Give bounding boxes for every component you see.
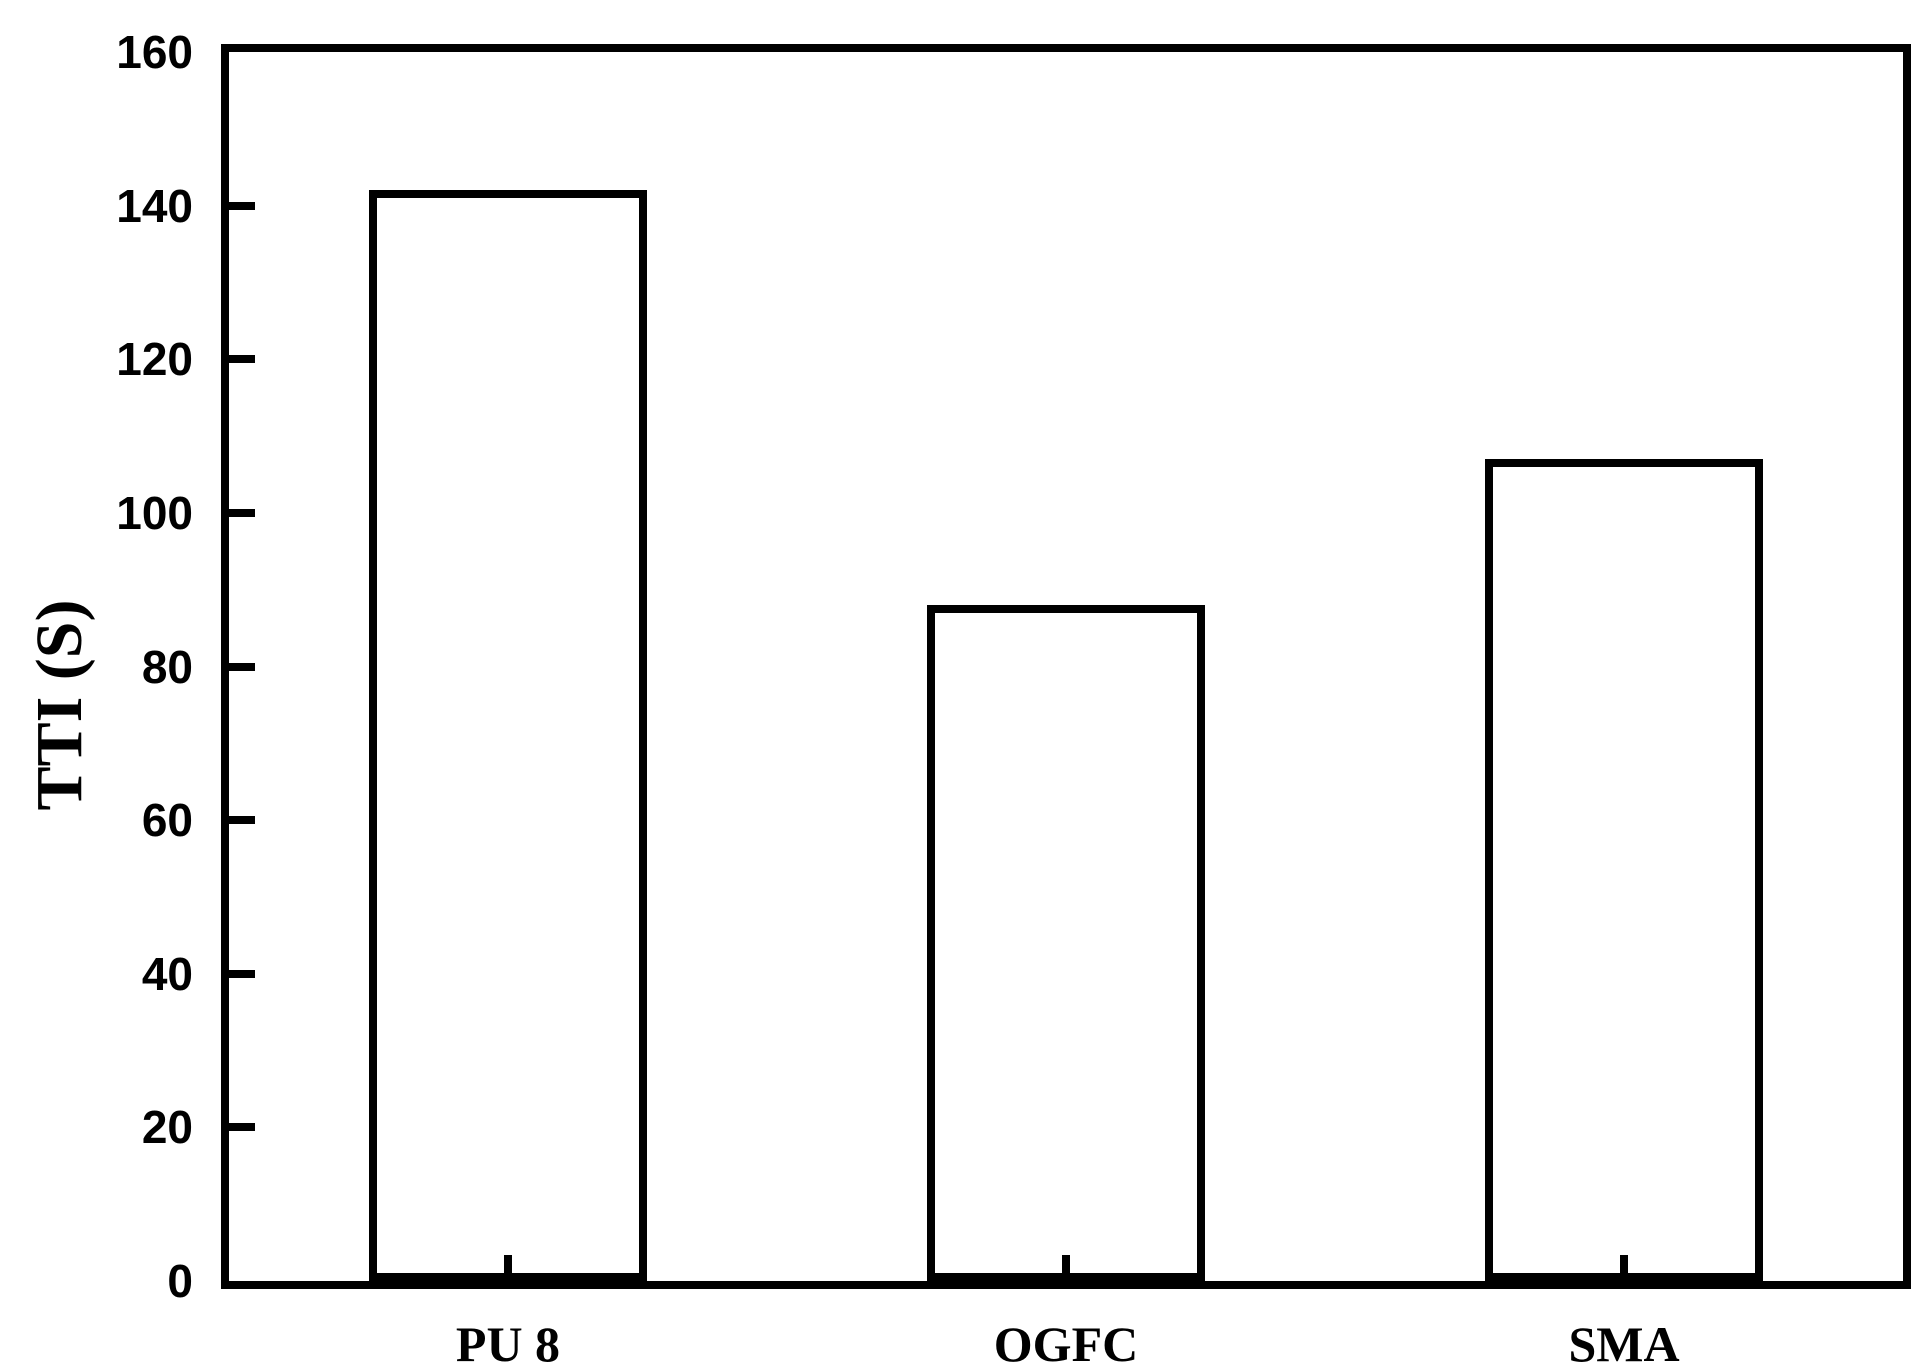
x-category-label: OGFC — [993, 1316, 1139, 1367]
y-axis-tick-label: 0 — [167, 1255, 193, 1307]
y-axis-tick-label: 20 — [141, 1101, 193, 1154]
y-axis-tick — [229, 969, 255, 978]
bar-pu-8 — [368, 190, 647, 1281]
y-axis-tick — [229, 201, 255, 210]
y-axis-tick — [229, 816, 255, 825]
y-axis-tick — [229, 1123, 255, 1132]
x-axis-tick — [1620, 1255, 1628, 1281]
y-axis-tick-label: 160 — [116, 26, 193, 78]
plot-area: 0 20 40 60 80 100 120 140 160 PU 8 OGFC SMA — [116, 26, 1911, 1367]
y-axis-tick — [229, 508, 255, 517]
x-category-label: SMA — [1568, 1316, 1680, 1367]
x-axis-tick — [503, 1255, 512, 1281]
x-category-label: PU 8 — [455, 1316, 561, 1367]
y-axis-tick-label: 140 — [116, 179, 193, 232]
y-axis-title: TTI (S) — [23, 599, 96, 811]
y-axis-tick-label: 40 — [141, 947, 193, 1000]
x-axis-tick — [1062, 1255, 1070, 1281]
y-axis-tick-label: 60 — [141, 794, 193, 847]
y-axis-tick-label: 80 — [141, 640, 193, 693]
y-axis-tick-label: 120 — [116, 333, 193, 386]
y-axis-tick — [229, 355, 255, 364]
y-axis-tick — [229, 662, 255, 671]
bar-ogfc — [927, 605, 1205, 1281]
y-axis-tick-label: 100 — [116, 486, 193, 539]
bar-sma — [1485, 459, 1763, 1281]
